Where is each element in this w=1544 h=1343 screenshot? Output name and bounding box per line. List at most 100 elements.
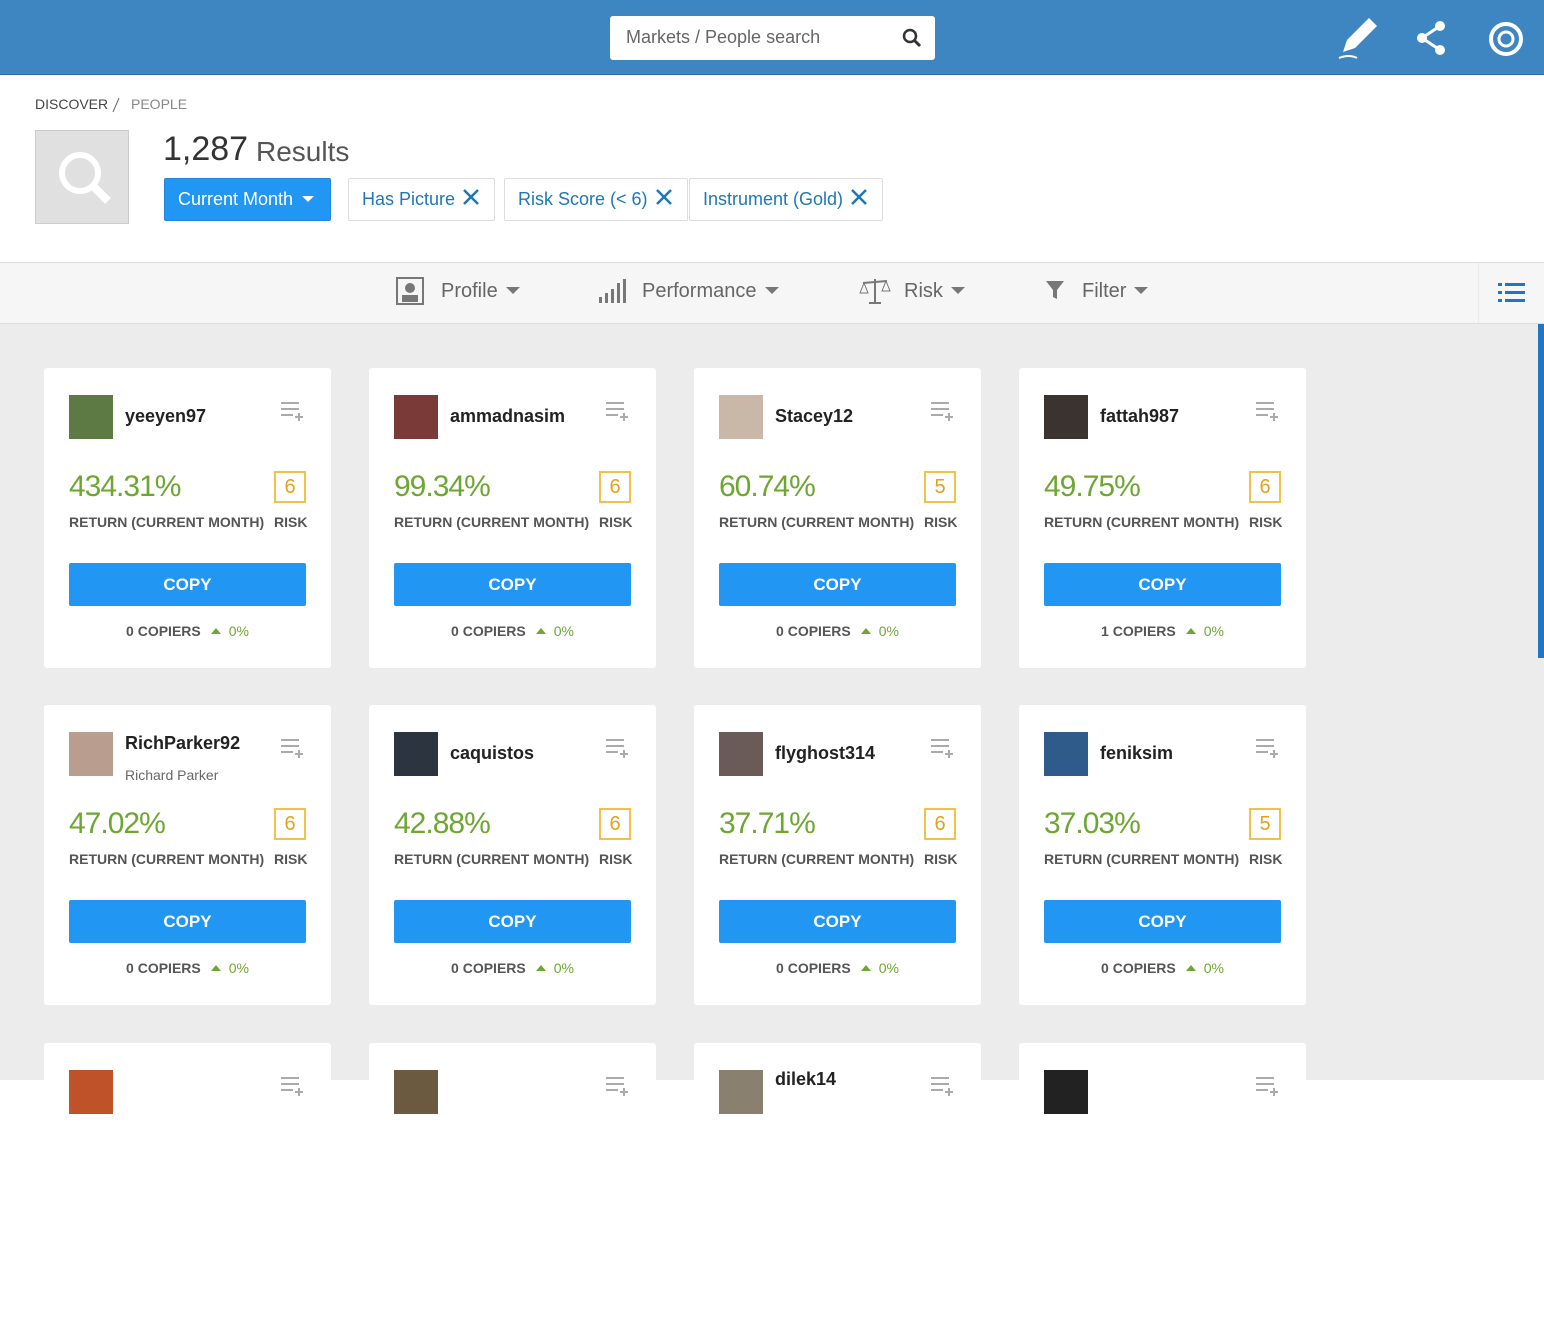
return-value: 37.71% — [719, 807, 816, 840]
toolbar-item[interactable]: Risk — [904, 280, 971, 303]
arrow-up — [535, 965, 546, 971]
avatar[interactable] — [69, 395, 113, 439]
trader-card: caquistos 42.88% 6 RETURN (CURRENT MONTH) RI… — [369, 705, 656, 1005]
dropdown-caret[interactable] — [293, 189, 317, 209]
watchlist-icon-svg — [1256, 402, 1278, 421]
filter-chip[interactable]: Has Picture — [348, 178, 496, 221]
toolbar-item[interactable]: Performance — [642, 280, 785, 303]
username[interactable]: ammadnasim — [450, 406, 566, 426]
return-label: RETURN (CURRENT MONTH) — [1044, 851, 1240, 867]
risk-score: 6 — [599, 471, 631, 503]
watchlist-icon — [606, 400, 630, 427]
risk-label: RISK — [924, 851, 958, 867]
toolbar-item[interactable]: Profile — [441, 280, 526, 303]
copiers-line: 0 COPIERS 0% — [44, 623, 331, 639]
avatar[interactable] — [1044, 395, 1088, 439]
avatar[interactable] — [1044, 732, 1088, 776]
watchlist-icon — [281, 737, 305, 764]
search-icon — [902, 28, 922, 48]
change-arrow — [201, 960, 225, 976]
avatar[interactable] — [394, 1070, 438, 1114]
list-view-toggle[interactable] — [1478, 263, 1544, 323]
avatar[interactable] — [719, 1070, 763, 1114]
username[interactable]: feniksim — [1100, 743, 1174, 763]
logo[interactable] — [1486, 18, 1526, 58]
copy-button[interactable]: COPY — [1044, 900, 1281, 943]
watchlist-icon-svg — [1256, 739, 1278, 758]
magnifier-icon — [59, 152, 111, 204]
username[interactable]: caquistos — [450, 743, 535, 763]
copy-button[interactable]: COPY — [719, 900, 956, 943]
filter-chip[interactable]: Current Month — [164, 178, 332, 221]
avatar[interactable] — [69, 1070, 113, 1114]
remove-filter-icon[interactable] — [455, 189, 481, 209]
copy-button[interactable]: COPY — [394, 563, 631, 606]
avatar[interactable] — [1044, 1070, 1088, 1114]
change-arrow — [1176, 960, 1200, 976]
breadcrumb-item: PEOPLE — [131, 96, 188, 112]
scrollbar — [1538, 324, 1544, 658]
copiers-count: 0 — [776, 960, 784, 976]
filter-chip[interactable]: Instrument (Gold) — [689, 178, 884, 221]
copiers-line: 1 COPIERS 0% — [1019, 623, 1306, 639]
change-value: 0% — [1203, 960, 1224, 976]
search-box[interactable]: Markets / People search — [610, 16, 935, 60]
copiers-label: COPIERS — [462, 623, 526, 639]
breadcrumb-item[interactable]: DISCOVER — [35, 96, 109, 112]
copiers-label: COPIERS — [1112, 623, 1176, 639]
dropdown-caret — [757, 280, 785, 302]
watchlist-icon — [931, 737, 955, 764]
risk-score: 6 — [924, 808, 956, 840]
filter-label: Risk Score (< 6) — [518, 189, 648, 209]
arrow-up — [860, 965, 871, 971]
username[interactable]: RichParker92 — [125, 733, 241, 753]
toolbar-item[interactable]: Filter — [1082, 280, 1154, 303]
watchlist-icon — [281, 400, 305, 427]
toolbar-label: Performance — [642, 280, 757, 302]
avatar[interactable] — [719, 732, 763, 776]
return-label: RETURN (CURRENT MONTH) — [394, 851, 590, 867]
watchlist-icon — [1256, 737, 1280, 764]
caret-icon — [1134, 287, 1149, 294]
trader-card: fattah987 49.75% 6 RETURN (CURRENT MONTH) RI… — [1019, 368, 1306, 668]
avatar[interactable] — [69, 732, 113, 776]
watchlist-icon-svg — [281, 739, 303, 758]
watchlist-icon-svg — [606, 1077, 628, 1096]
filter-label: Has Picture — [362, 189, 456, 209]
username[interactable]: Stacey12 — [775, 406, 854, 426]
trader-card: feniksim 37.03% 5 RETURN (CURRENT MONTH) RIS… — [1019, 705, 1306, 1005]
remove-filter-icon[interactable] — [843, 189, 869, 209]
share-icon[interactable] — [1414, 20, 1450, 56]
watchlist-icon — [931, 1075, 955, 1102]
remove-filter-icon[interactable] — [648, 189, 674, 209]
watchlist-icon-svg — [606, 402, 628, 421]
copy-button[interactable]: COPY — [69, 900, 306, 943]
filter-chip[interactable]: Risk Score (< 6) — [504, 178, 688, 221]
search-placeholder: Markets / People search — [626, 27, 821, 47]
copiers-label: COPIERS — [1112, 960, 1176, 976]
trader-card: flyghost314 37.71% 6 RETURN (CURRENT MONTH)… — [694, 705, 981, 1005]
copy-button[interactable]: COPY — [394, 900, 631, 943]
edit-icon[interactable] — [1335, 14, 1383, 62]
copiers-label: COPIERS — [787, 623, 851, 639]
full-name: Richard Parker — [125, 767, 219, 783]
avatar[interactable] — [719, 395, 763, 439]
copy-button[interactable]: COPY — [69, 563, 306, 606]
avatar[interactable] — [394, 732, 438, 776]
username[interactable]: yeeyen97 — [125, 406, 207, 426]
username[interactable]: flyghost314 — [775, 743, 876, 763]
copy-button[interactable]: COPY — [719, 563, 956, 606]
watchlist-icon-svg — [281, 402, 303, 421]
avatar[interactable] — [394, 395, 438, 439]
dropdown-caret — [1126, 280, 1154, 302]
change-value: 0% — [228, 623, 249, 639]
copy-button[interactable]: COPY — [1044, 563, 1281, 606]
risk-score: 5 — [924, 471, 956, 503]
toolbar-icon — [859, 277, 891, 310]
change-value: 0% — [878, 960, 899, 976]
search-avatar — [35, 130, 129, 224]
copiers-count: 1 — [1101, 623, 1109, 639]
username[interactable]: fattah987 — [1100, 406, 1180, 426]
watchlist-icon-svg — [931, 739, 953, 758]
risk-label: RISK — [924, 514, 958, 530]
